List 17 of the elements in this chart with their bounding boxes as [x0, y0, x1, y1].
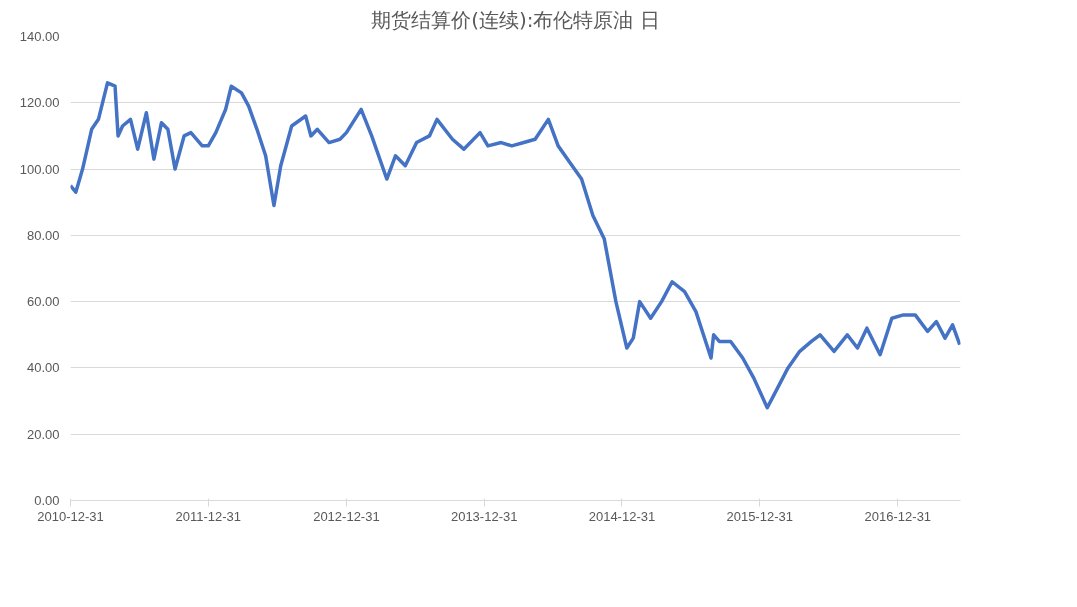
chart-title: 期货结算价(连续):布伦特原油 日 — [371, 7, 660, 32]
line-series — [70, 81, 961, 410]
y-tick-label: 0.00 — [34, 493, 60, 508]
x-tick-label: 2012-12-31 — [313, 508, 380, 524]
y-tick-label: 40.00 — [26, 360, 60, 376]
y-tick-label: 60.00 — [26, 294, 60, 310]
x-tick-label: 2014-12-31 — [588, 508, 656, 524]
x-tick-label: 2013-12-31 — [450, 508, 518, 524]
x-tick-label: 2016-12-31 — [864, 508, 932, 524]
y-tick-label: 20.00 — [26, 426, 60, 442]
y-tick-label: 80.00 — [26, 227, 60, 243]
x-tick-label: 2010-12-31 — [37, 508, 104, 524]
y-tick-label: 140.00 — [19, 29, 60, 44]
x-tick-label: 2011-12-31 — [175, 508, 242, 524]
y-tick-label: 120.00 — [19, 95, 60, 111]
x-tick-label: 2015-12-31 — [726, 508, 793, 524]
y-tick-label: 100.00 — [19, 161, 60, 177]
